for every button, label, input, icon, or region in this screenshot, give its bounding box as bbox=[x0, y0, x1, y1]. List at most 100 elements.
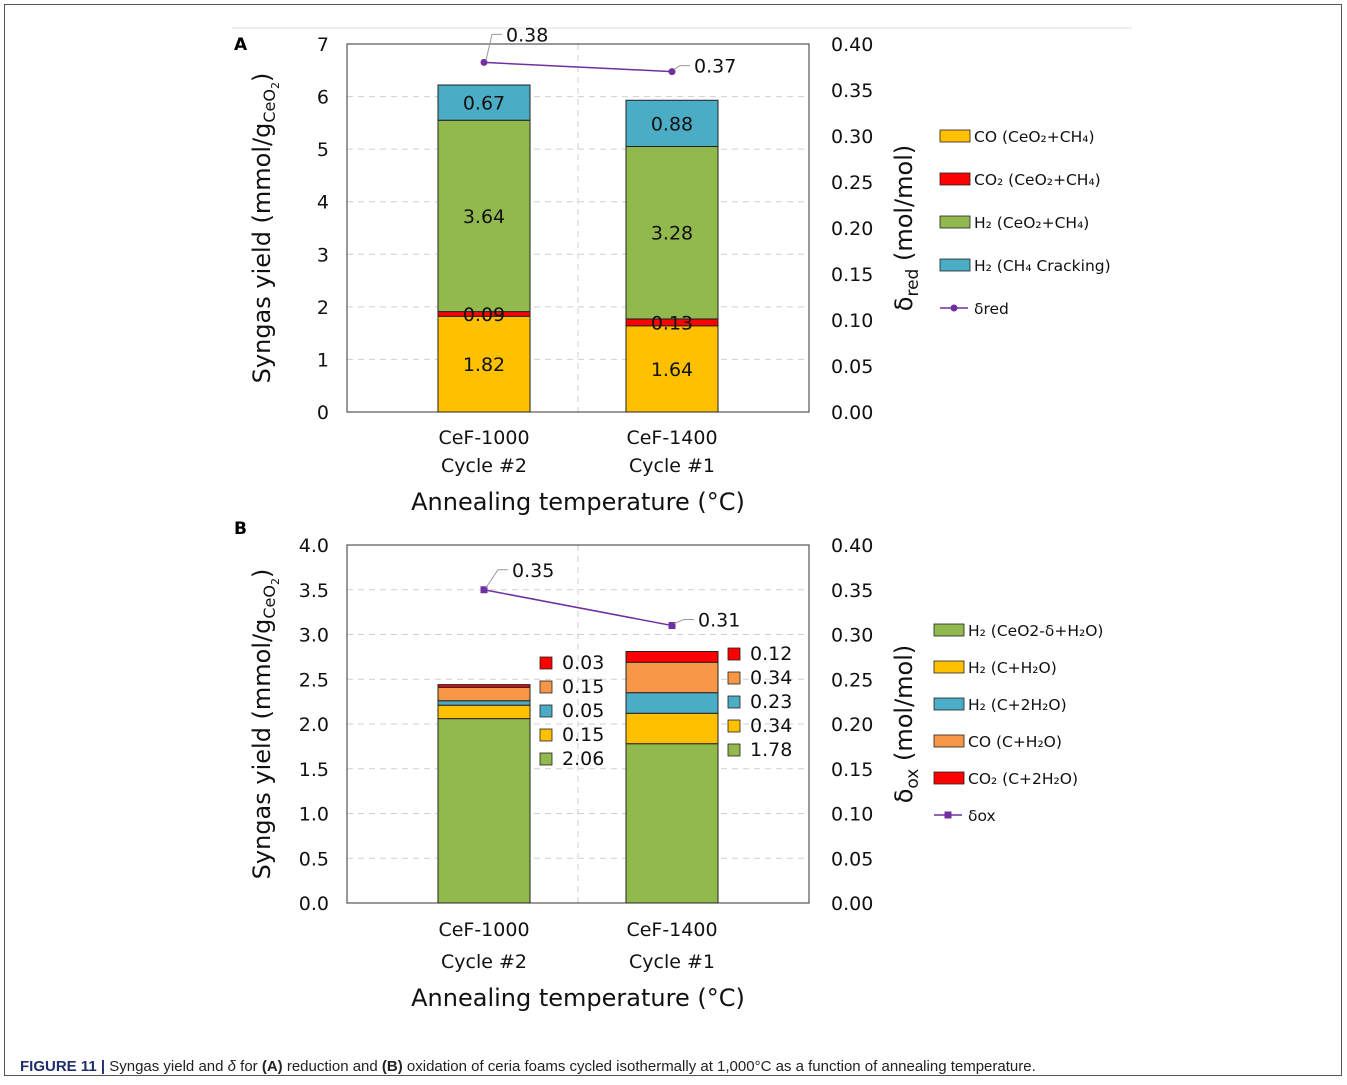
data-label: 3.28 bbox=[651, 223, 693, 245]
caption-text-1: Syngas yield and bbox=[105, 1058, 228, 1075]
line-series bbox=[483, 589, 673, 627]
y2-tick-label: 0.10 bbox=[831, 310, 873, 332]
legend-label: H₂ (CeO₂+CH₄) bbox=[974, 214, 1089, 232]
legend-label: H₂ (C+2H₂O) bbox=[968, 696, 1067, 714]
figure-caption: FIGURE 11 | Syngas yield and δ for (A) r… bbox=[20, 1058, 1036, 1075]
y2-tick-label: 0.10 bbox=[831, 804, 873, 826]
data-label-swatch bbox=[539, 728, 553, 742]
y-tick-label: 3.0 bbox=[299, 625, 329, 647]
legend-label: δox bbox=[968, 807, 996, 825]
y-tick-label: 3.5 bbox=[299, 580, 329, 602]
caption-text-2: for bbox=[235, 1058, 262, 1075]
y-axis-label: Syngas yield (mmol/gCeO2) bbox=[248, 73, 282, 384]
category-label: CeF-1000 bbox=[438, 919, 529, 941]
data-label: 0.03 bbox=[562, 652, 604, 674]
data-label: 0.09 bbox=[463, 304, 505, 326]
line-marker bbox=[668, 622, 676, 630]
caption-text-4: oxidation of ceria foams cycled isotherm… bbox=[402, 1058, 1036, 1075]
data-label: 0.23 bbox=[750, 691, 792, 713]
category-label: CeF-1400 bbox=[626, 427, 717, 449]
legend-label: H₂ (C+H₂O) bbox=[968, 659, 1057, 677]
legend-swatch bbox=[939, 172, 971, 186]
bar-segment bbox=[625, 712, 719, 745]
y2-tick-label: 0.05 bbox=[831, 848, 873, 870]
caption-delta: δ bbox=[227, 1058, 236, 1075]
y2-tick-label: 0.40 bbox=[831, 34, 873, 56]
bar-segment bbox=[437, 684, 531, 688]
category-label: CeF-1000 bbox=[438, 427, 529, 449]
category-label: Cycle #1 bbox=[629, 951, 715, 973]
legend-swatch bbox=[939, 258, 971, 272]
legend-label: H₂ (CeO2-δ+H₂O) bbox=[968, 622, 1103, 640]
data-label-swatch bbox=[539, 752, 553, 766]
y2-tick-label: 0.15 bbox=[831, 264, 873, 286]
y2-tick-label: 0.35 bbox=[831, 80, 873, 102]
y-tick-label: 1.0 bbox=[299, 804, 329, 826]
legend-swatch bbox=[933, 734, 965, 748]
y-tick-label: 0.5 bbox=[299, 848, 329, 870]
category-label: CeF-1400 bbox=[626, 919, 717, 941]
panel-b: B 0.0 0.5 1.0 1.5 2.0 2.5 3.0 3.5 4.0 0.00 0.05 0.10… bbox=[234, 519, 1103, 1012]
legend-swatch bbox=[933, 771, 965, 785]
x-axis-label: Annealing temperature (°C) bbox=[411, 984, 745, 1012]
y-tick-label: 1 bbox=[317, 349, 329, 371]
bar-segment bbox=[437, 686, 531, 702]
data-label: 0.15 bbox=[562, 724, 604, 746]
x-axis-label: Annealing temperature (°C) bbox=[411, 488, 745, 516]
data-label: 3.64 bbox=[463, 206, 505, 228]
data-label-swatch bbox=[539, 704, 553, 718]
bar-segment bbox=[437, 704, 531, 720]
data-label: 0.88 bbox=[651, 113, 693, 135]
y2-tick-label: 0.30 bbox=[831, 126, 873, 148]
y-tick-label: 0.0 bbox=[299, 893, 329, 915]
legend-label: CO (C+H₂O) bbox=[968, 733, 1062, 751]
data-label: 1.78 bbox=[750, 739, 792, 761]
bar-segment bbox=[625, 692, 719, 714]
data-label-swatch bbox=[727, 719, 741, 733]
y2-tick-label: 0.20 bbox=[831, 218, 873, 240]
y-tick-label: 4.0 bbox=[299, 535, 329, 557]
y-tick-label: 3 bbox=[317, 244, 329, 266]
bar-segment bbox=[437, 315, 531, 413]
caption-text-3: reduction and bbox=[282, 1058, 382, 1075]
y2-tick-label: 0.30 bbox=[831, 625, 873, 647]
data-label: 0.13 bbox=[651, 312, 693, 334]
line-marker bbox=[480, 586, 488, 594]
category-label: Cycle #1 bbox=[629, 455, 715, 477]
leader-line bbox=[673, 65, 690, 71]
y2-tick-label: 0.00 bbox=[831, 893, 873, 915]
y2-axis-label: δred (mol/mol) bbox=[890, 145, 923, 311]
legend-swatch bbox=[933, 623, 965, 637]
data-label: 0.67 bbox=[463, 93, 505, 115]
caption-ref-b: (B) bbox=[381, 1058, 403, 1075]
panel-letter: B bbox=[234, 519, 247, 539]
line-data-label: 0.31 bbox=[698, 610, 740, 632]
legend-label: δred bbox=[974, 300, 1009, 318]
y2-tick-label: 0.05 bbox=[831, 356, 873, 378]
data-label: 0.12 bbox=[750, 643, 792, 665]
y2-tick-label: 0.15 bbox=[831, 759, 873, 781]
y-tick-label: 1.5 bbox=[299, 759, 329, 781]
line-data-label: 0.38 bbox=[506, 24, 548, 46]
data-label: 2.06 bbox=[562, 748, 604, 770]
legend-marker bbox=[950, 304, 958, 312]
bar-segment bbox=[625, 325, 719, 413]
y-tick-label: 0 bbox=[317, 402, 329, 424]
leader-line bbox=[485, 33, 502, 61]
figure-frame bbox=[4, 4, 1342, 1076]
line-data-label: 0.35 bbox=[512, 560, 554, 582]
category-label: Cycle #2 bbox=[441, 951, 527, 973]
category-label: Cycle #2 bbox=[441, 455, 527, 477]
legend-label: CO₂ (CeO₂+CH₄) bbox=[974, 171, 1101, 189]
bar-segment bbox=[625, 743, 719, 904]
data-label-swatch bbox=[727, 743, 741, 757]
legend-swatch bbox=[933, 660, 965, 674]
bar-segment bbox=[625, 651, 719, 663]
y2-tick-label: 0.35 bbox=[831, 580, 873, 602]
data-label-swatch bbox=[727, 671, 741, 685]
bar-segment bbox=[437, 718, 531, 904]
legend-swatch bbox=[939, 129, 971, 143]
data-label-swatch bbox=[539, 656, 553, 670]
y-tick-label: 6 bbox=[317, 87, 329, 109]
